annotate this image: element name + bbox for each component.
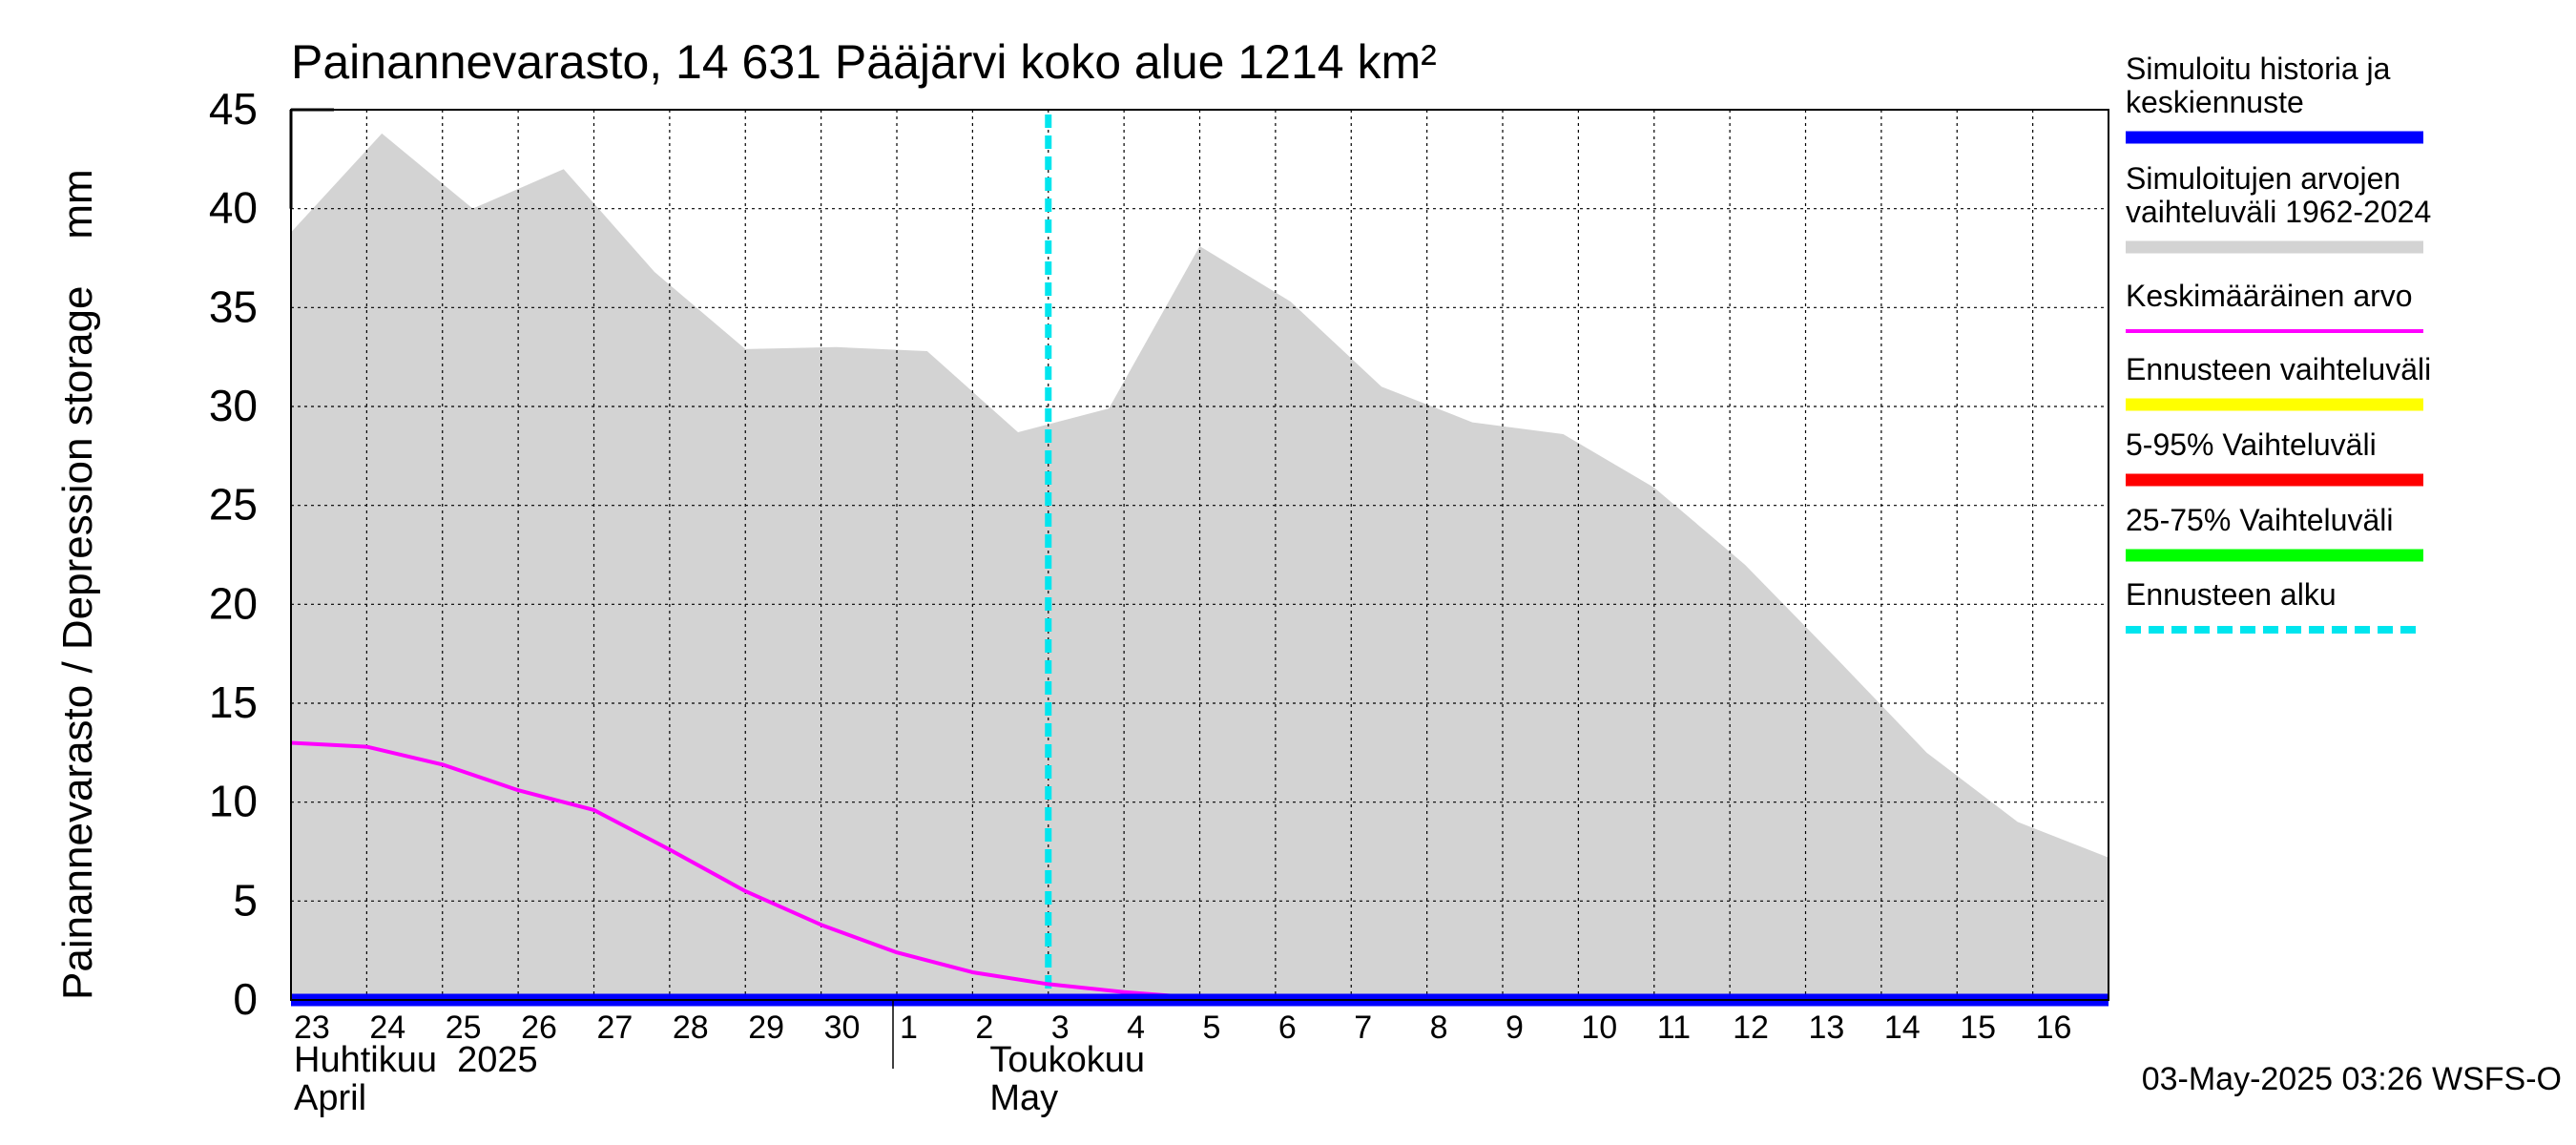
x-tick-label: 15 bbox=[1960, 1010, 1996, 1046]
x-tick-label: 8 bbox=[1430, 1010, 1448, 1046]
grid-layer bbox=[291, 110, 2109, 1000]
x-tick-label: 9 bbox=[1506, 1010, 1524, 1046]
y-tick-label: 35 bbox=[209, 281, 258, 331]
y-tick-label: 5 bbox=[233, 875, 258, 925]
legend-item-label-line: Keskimääräinen arvo bbox=[2126, 279, 2413, 313]
plot-frame bbox=[290, 109, 2109, 1001]
x-tick-label: 11 bbox=[1657, 1010, 1691, 1046]
x-tick-label: 7 bbox=[1354, 1010, 1372, 1046]
x-tick-label: 25 bbox=[446, 1010, 482, 1046]
legend-item-label: 5-95% Vaihteluväli bbox=[2126, 427, 2377, 462]
legend-item-label-line: Simuloitu historia ja bbox=[2126, 52, 2391, 86]
legend-item-label-line: Ennusteen vaihteluväli bbox=[2126, 352, 2431, 386]
x-tick-label: 13 bbox=[1809, 1010, 1845, 1046]
legend-item-label: Ennusteen vaihteluväli bbox=[2126, 352, 2431, 386]
x-tick-label: 23 bbox=[294, 1010, 330, 1046]
legend-item-label: Ennusteen alku bbox=[2126, 577, 2337, 612]
month-label-en: April bbox=[294, 1078, 366, 1118]
y-tick-label: 0 bbox=[233, 974, 258, 1024]
x-tick-label: 27 bbox=[597, 1010, 634, 1046]
y-tick-label: 20 bbox=[209, 578, 258, 628]
legend-item-label-line: keskiennuste bbox=[2126, 85, 2304, 119]
legend-item-label-line: 25-75% Vaihteluväli bbox=[2126, 503, 2393, 537]
x-tick-label: 10 bbox=[1581, 1010, 1617, 1046]
y-axis-label: Painannevarasto / Depression storage mm bbox=[54, 169, 101, 1000]
month-label-fi: Toukokuu bbox=[989, 1040, 1145, 1080]
month-label-fi: Huhtikuu 2025 bbox=[294, 1040, 538, 1080]
y-tick-label: 40 bbox=[209, 183, 258, 233]
x-tick-label: 1 bbox=[900, 1010, 918, 1046]
legend-item-label-line: Ennusteen alku bbox=[2126, 577, 2337, 612]
y-tick-label: 10 bbox=[209, 777, 258, 826]
x-tick-label: 29 bbox=[748, 1010, 784, 1046]
legend-item-label-line: vaihteluväli 1962-2024 bbox=[2126, 195, 2431, 229]
chart-title: Painannevarasto, 14 631 Pääjärvi koko al… bbox=[291, 35, 1437, 89]
x-tick-label: 12 bbox=[1733, 1010, 1769, 1046]
timestamp-footer: 03-May-2025 03:26 WSFS-O bbox=[2142, 1061, 2562, 1097]
x-tick-label: 24 bbox=[369, 1010, 405, 1046]
x-tick-label: 28 bbox=[673, 1010, 709, 1046]
legend-item-label: Simuloitujen arvojen vaihteluväli 1962-20… bbox=[2126, 161, 2431, 229]
x-tick-label: 30 bbox=[824, 1010, 861, 1046]
x-tick-label: 2 bbox=[975, 1010, 993, 1046]
legend-item-label: Keskimääräinen arvo bbox=[2126, 279, 2413, 313]
legend-item-label-line: 5-95% Vaihteluväli bbox=[2126, 427, 2377, 462]
legend: Simuloitu historia ja keskiennusteSimuloi… bbox=[2126, 52, 2431, 634]
legend-item-label: Simuloitu historia ja keskiennuste bbox=[2126, 52, 2391, 119]
y-tick-label: 15 bbox=[209, 677, 258, 727]
month-label-en: May bbox=[989, 1078, 1058, 1118]
y-tick-label: 25 bbox=[209, 480, 258, 530]
legend-item-label-line: Simuloitujen arvojen bbox=[2126, 161, 2400, 196]
x-tick-label: 3 bbox=[1051, 1010, 1070, 1046]
x-tick-label: 16 bbox=[2036, 1010, 2072, 1046]
x-tick-label: 4 bbox=[1127, 1010, 1145, 1046]
legend-item-label: 25-75% Vaihteluväli bbox=[2126, 503, 2393, 537]
x-tick-label: 6 bbox=[1278, 1010, 1297, 1046]
y-tick-label: 30 bbox=[209, 381, 258, 430]
axes-layer bbox=[289, 108, 2109, 1069]
x-tick-label: 5 bbox=[1203, 1010, 1221, 1046]
y-tick-label: 45 bbox=[209, 84, 258, 134]
x-tick-label: 14 bbox=[1884, 1010, 1921, 1046]
x-tick-label: 26 bbox=[521, 1010, 557, 1046]
